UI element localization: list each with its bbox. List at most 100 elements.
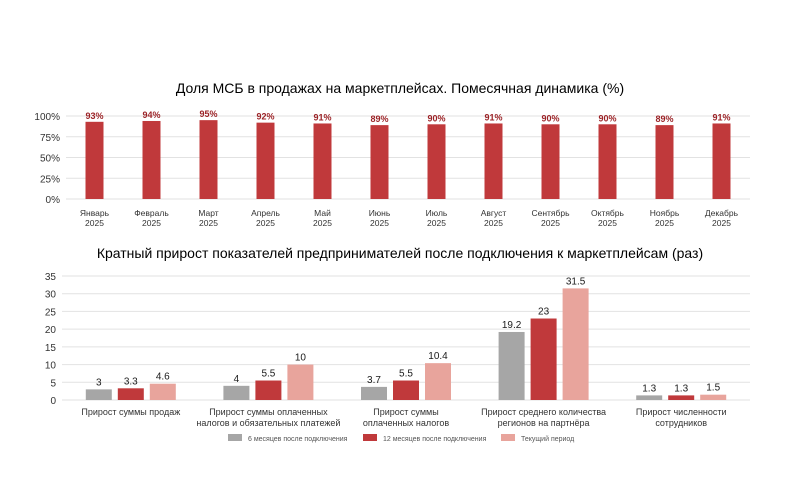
- chart1-xtick-label: 2025: [142, 218, 161, 228]
- chart1-ytick-label: 0%: [46, 195, 61, 206]
- chart2-value-label: 1.3: [674, 383, 688, 394]
- chart1-xtick-label: Сентябрь: [531, 208, 570, 218]
- chart1-bar: [313, 123, 332, 199]
- chart2-value-label: 10.4: [428, 351, 448, 362]
- chart2-bar: [361, 386, 387, 400]
- chart1-ytick-label: 50%: [40, 154, 60, 165]
- chart1-xtick-label: 2025: [256, 218, 275, 228]
- chart2-legend-swatch: [363, 434, 377, 441]
- chart1-xtick-label: 2025: [199, 218, 218, 228]
- chart1-bar: [256, 122, 275, 199]
- chart1-bar: [142, 120, 161, 199]
- chart2-bar: [223, 385, 250, 400]
- chart2-bar: [668, 395, 695, 400]
- chart1-value-label: 90%: [541, 113, 559, 123]
- chart2-legend-swatch: [228, 434, 242, 441]
- chart2-xtick-label: Прирост среднего количества: [481, 407, 606, 417]
- chart1-xtick-label: 2025: [85, 218, 104, 228]
- chart1-ytick-label: 100%: [34, 112, 60, 123]
- chart1-xtick-label: 2025: [598, 218, 617, 228]
- chart1-value-label: 93%: [85, 111, 103, 121]
- chart1-value-label: 92%: [256, 112, 274, 122]
- chart2-xtick-label: Прирост численности: [636, 407, 727, 417]
- chart2-value-label: 3.7: [367, 375, 381, 386]
- chart2-bar: [562, 288, 589, 400]
- chart1-ytick-label: 75%: [40, 133, 60, 144]
- chart2-xtick-label: сотрудников: [655, 418, 707, 428]
- chart2-ytick-label: 25: [45, 307, 57, 318]
- chart1-bar: [370, 125, 389, 199]
- chart1-ytick-label: 25%: [40, 174, 60, 185]
- chart2-xtick-label: налогов и обязательных платежей: [196, 418, 340, 428]
- chart1-xtick-label: 2025: [712, 218, 731, 228]
- chart2-legend-label: 6 месяцев после подключения: [248, 436, 348, 443]
- chart2-bar: [393, 380, 419, 400]
- chart1-value-label: 91%: [313, 112, 331, 122]
- chart2-xtick-label: регионов на партнёра: [498, 418, 590, 428]
- chart1-value-label: 91%: [484, 112, 502, 122]
- chart1-bar: [655, 125, 674, 199]
- chart2-bar: [636, 395, 663, 400]
- chart2-value-label: 3.3: [124, 376, 138, 387]
- chart2-value-label: 31.5: [566, 276, 586, 287]
- monthly-share-chart: Доля МСБ в продажах на маркетплейсах. По…: [34, 80, 750, 228]
- growth-multiplier-chart: Кратный прирост показателей предпринимат…: [45, 245, 750, 443]
- chart1-value-label: 89%: [655, 114, 673, 124]
- chart2-ytick-label: 0: [50, 396, 56, 407]
- chart2-bar: [255, 380, 282, 400]
- chart2-bar: [149, 383, 176, 400]
- chart1-xtick-label: 2025: [655, 218, 674, 228]
- chart1-xtick-label: 2025: [313, 218, 332, 228]
- chart1-xtick-label: 2025: [541, 218, 560, 228]
- chart2-legend-label: Текущий период: [521, 435, 574, 443]
- chart2-value-label: 23: [538, 307, 550, 318]
- chart1-xtick-label: Май: [314, 208, 331, 218]
- chart1-bar: [541, 124, 560, 199]
- chart1-bar: [484, 123, 503, 199]
- chart1-value-label: 95%: [199, 109, 217, 119]
- chart1-xtick-label: Март: [198, 208, 218, 218]
- chart2-value-label: 4.6: [156, 372, 170, 383]
- chart1-value-label: 91%: [712, 112, 730, 122]
- chart2-value-label: 19.2: [502, 320, 522, 331]
- chart1-xtick-label: 2025: [484, 218, 503, 228]
- chart2-ytick-label: 30: [45, 290, 57, 301]
- chart2-legend-label: 12 месяцев после подключения: [383, 436, 487, 443]
- chart2-bar: [85, 389, 112, 400]
- chart2-xtick-label: оплаченных налогов: [363, 418, 449, 428]
- chart1-value-label: 90%: [427, 113, 445, 123]
- chart1-xtick-label: Ноябрь: [650, 208, 680, 218]
- chart2-bar: [530, 318, 557, 400]
- chart1-xtick-label: Апрель: [251, 208, 280, 218]
- chart2-ytick-label: 15: [45, 343, 57, 354]
- chart1-xtick-label: Декабрь: [705, 208, 739, 218]
- chart1-bar: [199, 120, 218, 199]
- chart2-value-label: 10: [295, 353, 307, 364]
- chart2-value-label: 1.5: [706, 383, 720, 394]
- chart1-xtick-label: 2025: [427, 218, 446, 228]
- chart2-xtick-label: Прирост суммы оплаченных: [209, 407, 328, 417]
- chart2-bar: [498, 331, 525, 400]
- chart2-legend-swatch: [501, 434, 515, 441]
- chart1-xtick-label: Июнь: [369, 208, 391, 218]
- chart2-bar: [117, 388, 144, 400]
- chart1-bar: [598, 124, 617, 199]
- chart1-bar: [85, 121, 104, 199]
- chart1-xtick-label: Июль: [426, 208, 448, 218]
- chart2-value-label: 5.5: [399, 369, 413, 380]
- chart1-value-label: 90%: [598, 113, 616, 123]
- chart2-bar: [700, 394, 727, 400]
- chart2-ytick-label: 5: [50, 378, 56, 389]
- chart2-value-label: 1.3: [642, 383, 656, 394]
- chart2-bar: [425, 363, 451, 400]
- chart2-ytick-label: 10: [45, 361, 57, 372]
- chart2-xtick-label: Прирост суммы продаж: [81, 407, 180, 417]
- chart1-xtick-label: Октябрь: [591, 208, 625, 218]
- chart1-xtick-label: Август: [481, 208, 507, 218]
- chart1-bar: [712, 123, 731, 199]
- chart2-xtick-label: Прирост суммы: [373, 407, 438, 417]
- chart1-bar: [427, 124, 446, 199]
- chart2-value-label: 5.5: [261, 369, 275, 380]
